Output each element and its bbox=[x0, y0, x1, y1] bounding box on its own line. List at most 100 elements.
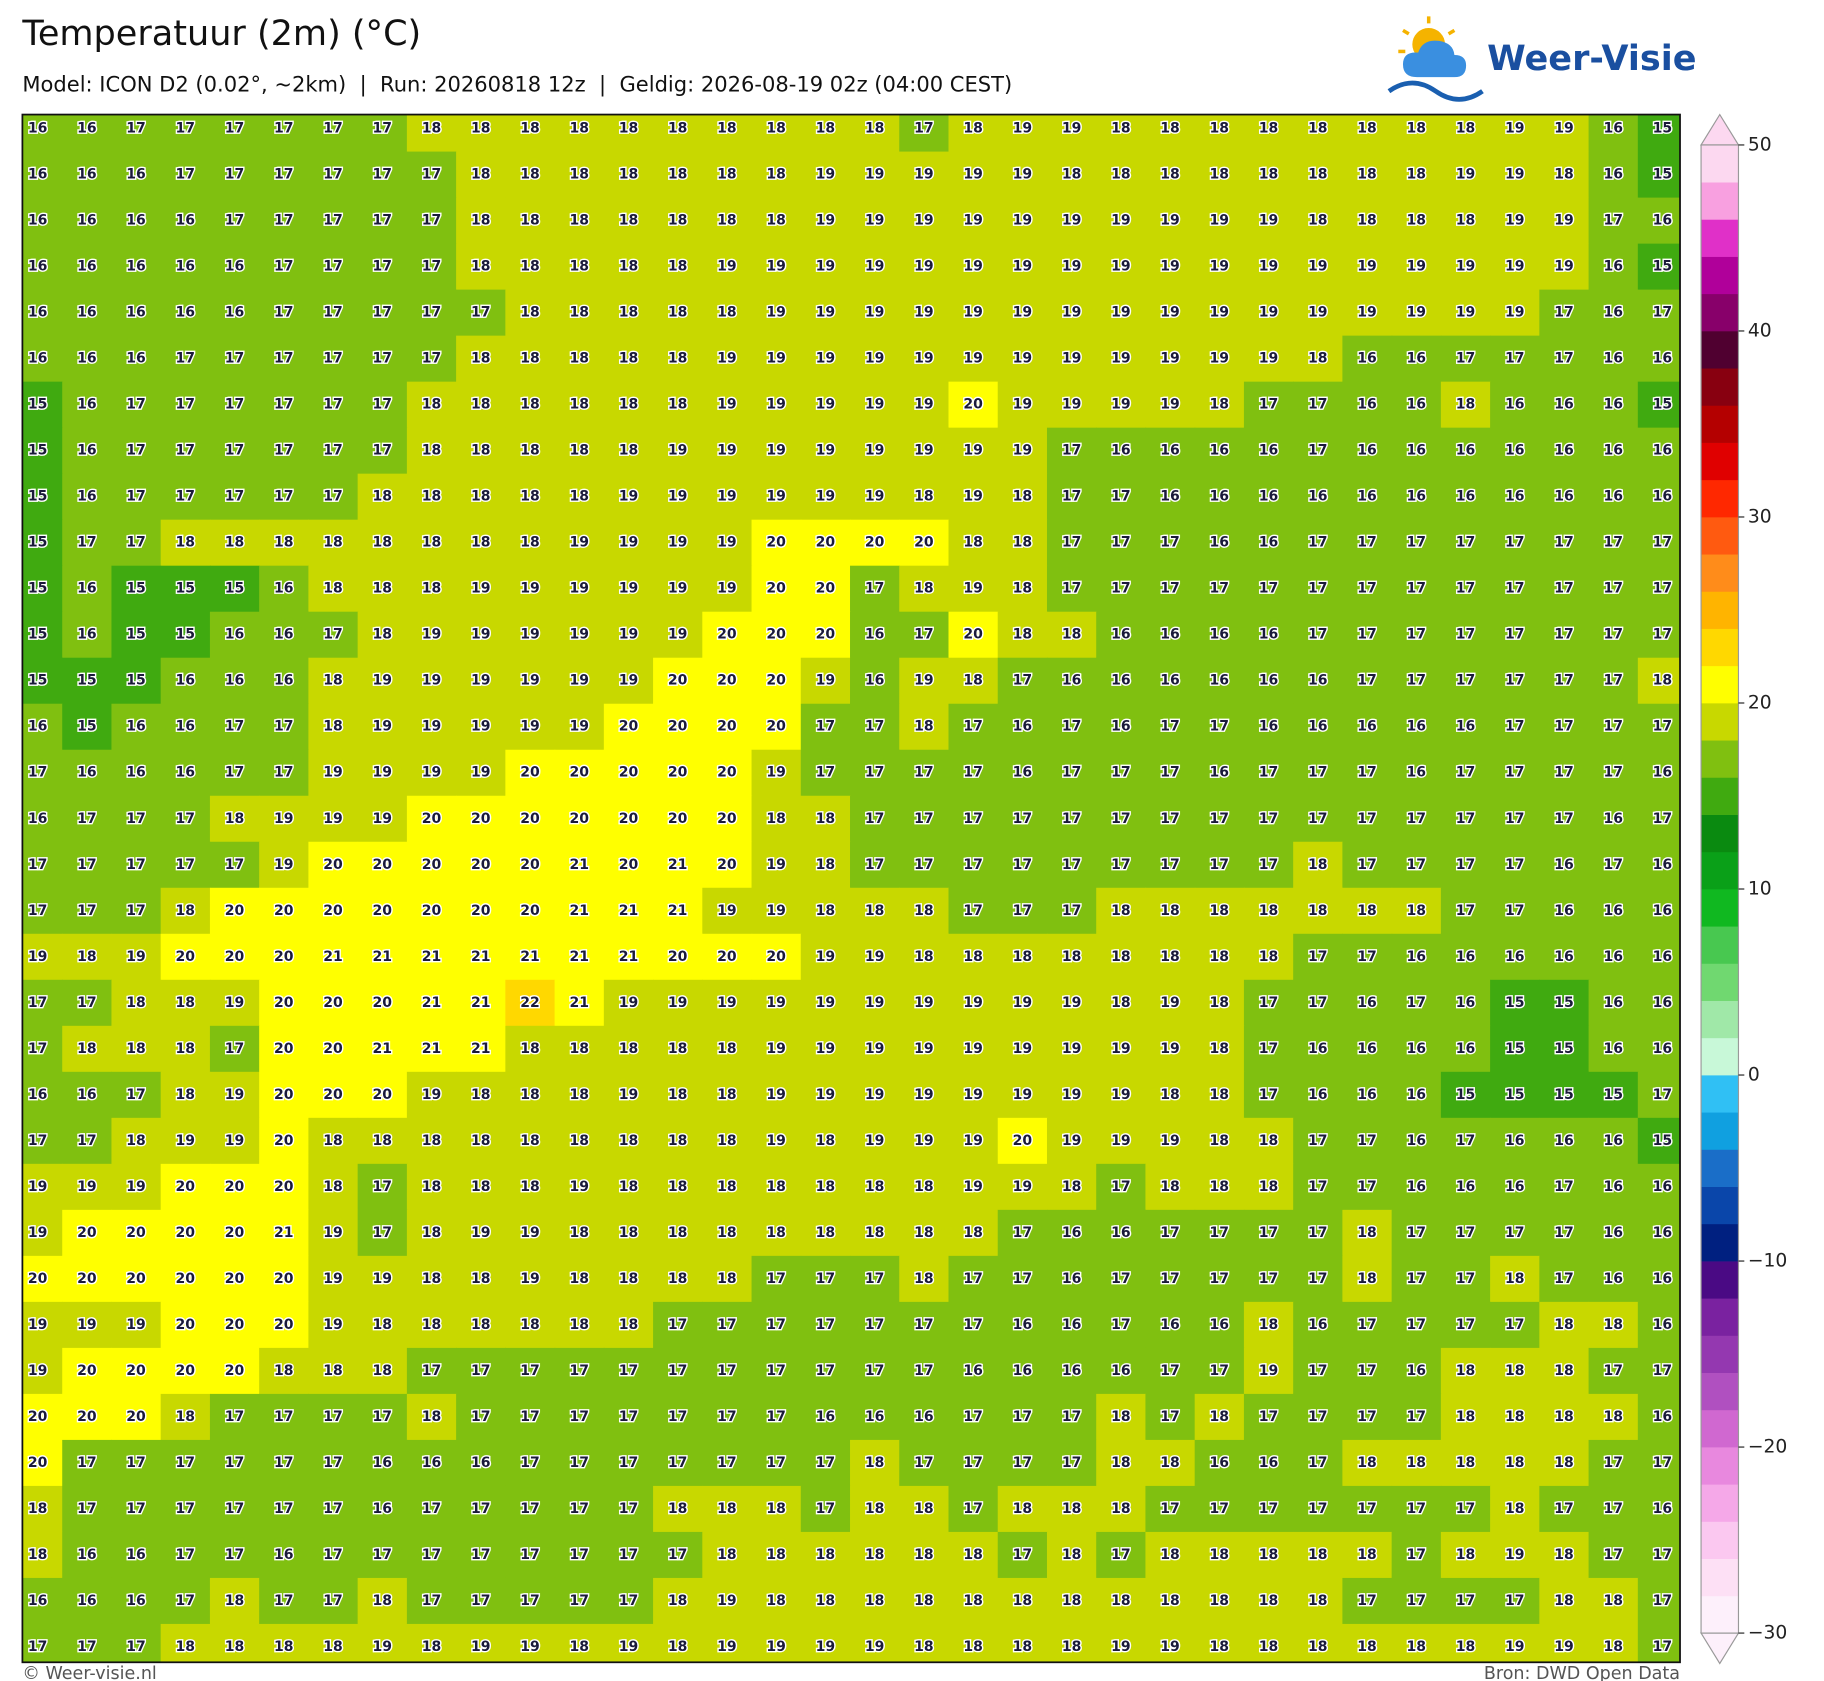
cell-value: 18 bbox=[373, 489, 393, 505]
cell bbox=[1637, 1485, 1681, 1533]
cell-value: 18 bbox=[766, 1593, 786, 1609]
cell bbox=[505, 335, 556, 383]
cell bbox=[997, 1255, 1048, 1303]
cell bbox=[653, 1301, 703, 1349]
cell bbox=[1194, 335, 1245, 383]
cell-value: 16 bbox=[1062, 673, 1082, 689]
cell-value: 19 bbox=[520, 719, 540, 735]
cell bbox=[1490, 1163, 1540, 1211]
cell-value: 20 bbox=[422, 857, 442, 873]
cell-value: 17 bbox=[1406, 673, 1426, 689]
cell-value: 19 bbox=[1357, 259, 1377, 275]
cell bbox=[1637, 1117, 1681, 1165]
cell bbox=[456, 1025, 506, 1073]
cell-value: 20 bbox=[28, 1455, 48, 1471]
cell-value: 17 bbox=[1505, 765, 1525, 781]
cell-value: 18 bbox=[1406, 213, 1426, 229]
cell-value: 18 bbox=[717, 121, 737, 137]
cell bbox=[308, 565, 359, 613]
cell bbox=[1588, 519, 1639, 567]
cell-value: 17 bbox=[373, 259, 393, 275]
cell-value: 20 bbox=[766, 949, 786, 965]
cell-value: 17 bbox=[323, 627, 343, 643]
cell bbox=[160, 114, 211, 153]
cell bbox=[653, 151, 703, 199]
cell bbox=[259, 197, 309, 245]
cell-value: 17 bbox=[1357, 581, 1377, 597]
cell bbox=[1293, 427, 1343, 475]
cell-value: 18 bbox=[1259, 167, 1279, 183]
cell-value: 18 bbox=[1210, 1179, 1230, 1195]
cell bbox=[554, 1485, 605, 1533]
cell-value: 19 bbox=[1160, 1133, 1180, 1149]
cell-value: 19 bbox=[28, 1363, 48, 1379]
cell bbox=[1637, 1025, 1681, 1073]
cell-value: 19 bbox=[1505, 305, 1525, 321]
cell-value: 17 bbox=[225, 1455, 245, 1471]
cell-value: 19 bbox=[422, 627, 442, 643]
cell bbox=[1539, 1025, 1590, 1073]
cell bbox=[111, 335, 162, 383]
cell bbox=[1145, 1301, 1196, 1349]
cell-value: 16 bbox=[28, 811, 48, 827]
cell bbox=[948, 151, 999, 199]
cell-value: 19 bbox=[717, 1593, 737, 1609]
cell bbox=[751, 473, 802, 521]
cell-value: 17 bbox=[1357, 1501, 1377, 1517]
cell bbox=[505, 114, 556, 153]
cell-value: 18 bbox=[865, 1225, 885, 1241]
cell bbox=[1637, 1393, 1681, 1441]
cell-value: 19 bbox=[569, 673, 589, 689]
cell-value: 15 bbox=[77, 673, 97, 689]
cell bbox=[1490, 151, 1540, 199]
cell bbox=[1342, 749, 1393, 797]
cell-value: 16 bbox=[176, 305, 196, 321]
cell bbox=[1588, 1117, 1639, 1165]
cell-value: 18 bbox=[668, 121, 688, 137]
cell-value: 16 bbox=[77, 765, 97, 781]
cell-value: 19 bbox=[77, 1317, 97, 1333]
cell-value: 20 bbox=[373, 903, 393, 919]
cell-value: 19 bbox=[1160, 305, 1180, 321]
colorbar-band bbox=[1701, 1186, 1739, 1225]
cell-value: 20 bbox=[28, 1409, 48, 1425]
cell bbox=[554, 151, 605, 199]
cell-value: 17 bbox=[373, 1179, 393, 1195]
cell bbox=[259, 565, 309, 613]
cell bbox=[308, 243, 359, 291]
cell-value: 17 bbox=[1357, 765, 1377, 781]
cell-value: 19 bbox=[1259, 213, 1279, 229]
colorbar-band bbox=[1701, 1261, 1739, 1299]
cell bbox=[653, 335, 703, 383]
cell-value: 21 bbox=[471, 1041, 491, 1057]
cell bbox=[948, 1393, 999, 1441]
cell-value: 17 bbox=[274, 305, 294, 321]
cell bbox=[1588, 933, 1639, 981]
cell-value: 18 bbox=[1603, 1593, 1623, 1609]
cell bbox=[850, 335, 900, 383]
cell-value: 16 bbox=[1111, 443, 1131, 459]
cell-value: 17 bbox=[766, 1455, 786, 1471]
cell-value: 17 bbox=[1456, 857, 1476, 873]
cell bbox=[1637, 887, 1681, 935]
cell bbox=[1194, 427, 1245, 475]
cell bbox=[800, 243, 851, 291]
cell-value: 19 bbox=[1013, 305, 1033, 321]
cell-value: 18 bbox=[422, 1225, 442, 1241]
cell-value: 17 bbox=[274, 489, 294, 505]
cell bbox=[1490, 1025, 1540, 1073]
cell-value: 18 bbox=[1603, 1317, 1623, 1333]
cell bbox=[1096, 289, 1147, 337]
cell bbox=[259, 1577, 309, 1625]
cell bbox=[800, 335, 851, 383]
cell-value: 18 bbox=[471, 535, 491, 551]
cell-value: 18 bbox=[1406, 1639, 1426, 1655]
cell-value: 17 bbox=[422, 1363, 442, 1379]
cell-value: 19 bbox=[126, 949, 146, 965]
cell-value: 20 bbox=[668, 949, 688, 965]
cell-value: 20 bbox=[766, 535, 786, 551]
cell bbox=[22, 335, 63, 383]
cell bbox=[702, 427, 753, 475]
cell-value: 18 bbox=[471, 1317, 491, 1333]
cell-value: 16 bbox=[1160, 1317, 1180, 1333]
